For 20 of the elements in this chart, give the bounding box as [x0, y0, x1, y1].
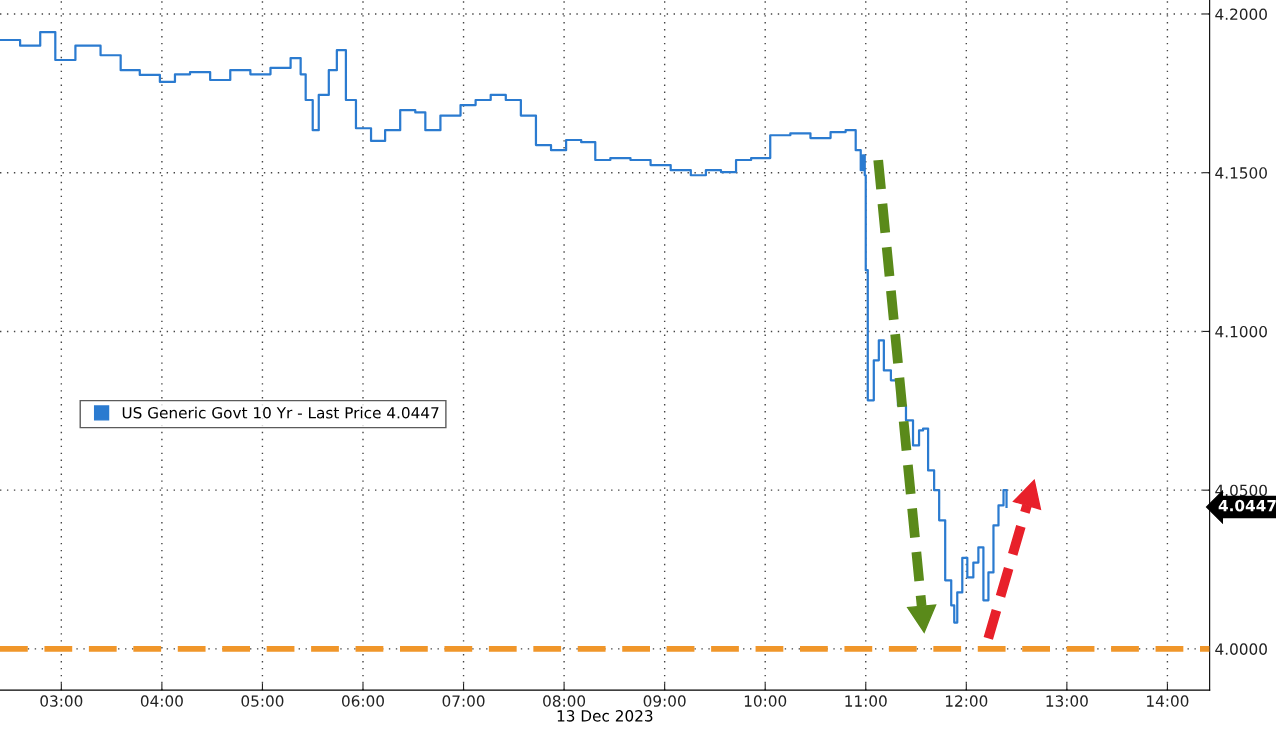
x-tick-label: 04:00 [140, 695, 183, 707]
x-axis-title: 13 Dec 2023 [557, 710, 653, 722]
x-tick-label: 09:00 [643, 695, 686, 707]
x-tick-label: 07:00 [442, 695, 485, 707]
y-tick-label: 4.1000 [1215, 325, 1267, 338]
x-tick-label: 06:00 [341, 695, 384, 707]
x-tick-label: 03:00 [40, 695, 83, 707]
x-tick-label: 10:00 [744, 695, 787, 707]
x-tick-label: 14:00 [1147, 695, 1189, 707]
legend-label: US Generic Govt 10 Yr - Last Price 4.0447 [122, 406, 439, 419]
y-tick-label: 4.0000 [1215, 643, 1267, 655]
x-tick-label: 08:00 [543, 695, 586, 707]
x-tick-label: 12:00 [945, 695, 988, 707]
y-tick-label: 4.2000 [1215, 8, 1267, 20]
y-tick-label: 4.1500 [1215, 167, 1267, 179]
text: 4.0447 [1218, 499, 1276, 512]
x-tick-label: 11:00 [845, 695, 887, 707]
x-tick-label: 13:00 [1046, 695, 1088, 707]
y-tick-label: 4.0500 [1215, 484, 1267, 497]
x-tick-label: 05:00 [241, 695, 284, 707]
